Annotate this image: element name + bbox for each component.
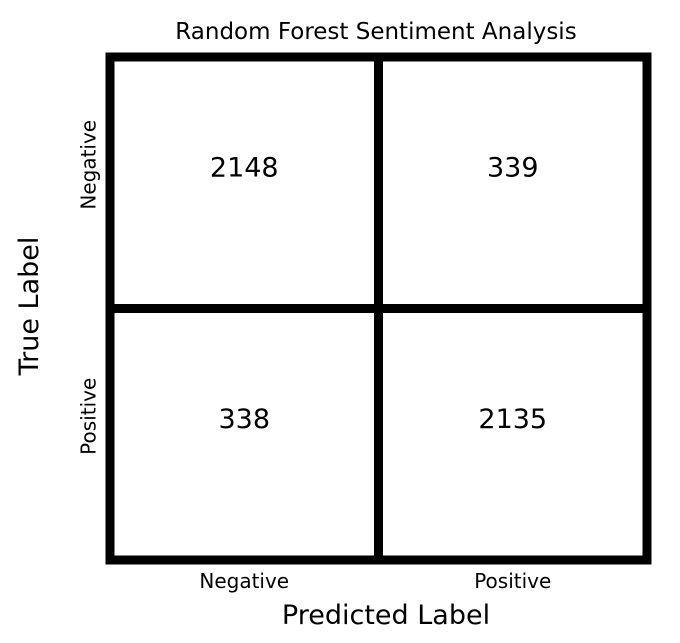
cell-value: 2148	[210, 152, 279, 183]
chart-title: Random Forest Sentiment Analysis	[175, 19, 576, 45]
y-tick-label: Positive	[77, 378, 101, 455]
x-tick-label: Positive	[474, 569, 551, 593]
x-axis-label: Predicted Label	[282, 600, 490, 631]
x-tick-label: Negative	[199, 569, 289, 593]
matrix-cell	[110, 57, 379, 309]
matrix-values: 2148 339 338 2135	[210, 152, 547, 435]
matrix-frame	[105, 52, 652, 565]
matrix-cell	[378, 308, 647, 560]
y-axis-label: True Label	[14, 237, 45, 377]
y-tick-labels: Negative Positive	[77, 120, 101, 455]
cell-value: 2135	[478, 404, 547, 435]
cell-value: 338	[218, 404, 270, 435]
cell-value: 339	[487, 152, 539, 183]
matrix-cell	[110, 308, 379, 560]
y-tick-label: Negative	[77, 120, 101, 210]
x-tick-labels: Negative Positive	[199, 569, 551, 593]
matrix-cell	[378, 57, 647, 309]
matrix-cells	[110, 57, 647, 560]
